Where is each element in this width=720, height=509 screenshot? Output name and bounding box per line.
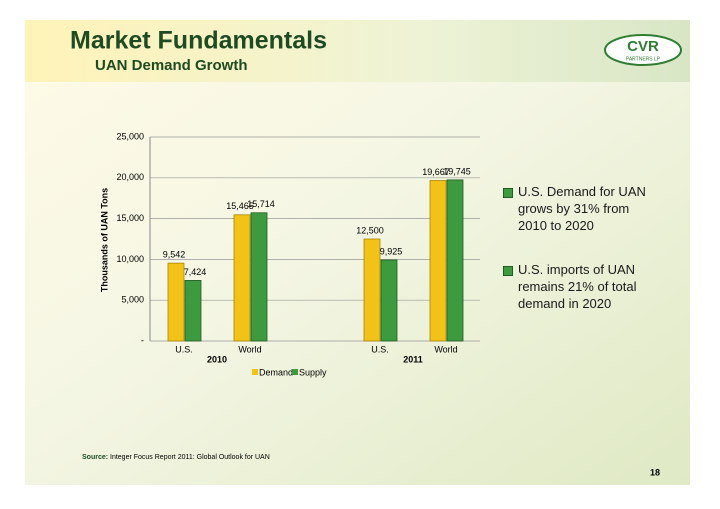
y-tick-label: - xyxy=(141,335,144,345)
x-tick-label: U.S. xyxy=(371,344,389,354)
data-label: 12,500 xyxy=(356,225,384,235)
x-tick-label: U.S. xyxy=(175,344,193,354)
bar xyxy=(363,238,381,342)
bar xyxy=(250,212,268,342)
logo: CVR xyxy=(627,38,659,55)
data-label: 19,667 xyxy=(422,167,450,177)
y-tick-label: 25,000 xyxy=(116,131,144,141)
slide-subtitle: UAN Demand Growth xyxy=(95,57,248,74)
header-band xyxy=(25,20,690,82)
y-tick-label: 15,000 xyxy=(116,213,144,223)
y-axis-label: Thousands of UAN Tons xyxy=(99,188,109,292)
data-label: 9,542 xyxy=(163,250,186,260)
legend-swatch xyxy=(292,369,298,375)
logo-ring xyxy=(604,34,682,66)
x-tick-label: World xyxy=(238,344,261,354)
bar xyxy=(429,180,447,342)
data-label: 15,714 xyxy=(247,199,275,209)
x-group-label: 2011 xyxy=(403,354,423,364)
data-label: 19,745 xyxy=(443,166,471,176)
bar xyxy=(167,262,185,342)
source-label: Source: xyxy=(82,454,108,461)
y-tick-label: 20,000 xyxy=(116,172,144,182)
data-label: 9,925 xyxy=(380,246,403,256)
source: Integer Focus Report 2011: Global Outloo… xyxy=(110,454,270,461)
bullet-icon xyxy=(503,266,513,276)
y-tick-label: 5,000 xyxy=(121,295,144,305)
legend-swatch xyxy=(252,369,258,375)
y-tick-label: 10,000 xyxy=(116,254,144,264)
slide-title: Market Fundamentals xyxy=(70,27,327,55)
bar xyxy=(233,214,251,342)
bullet-icon xyxy=(503,188,513,198)
bar xyxy=(446,179,464,342)
x-group-label: 2010 xyxy=(207,354,227,364)
x-tick-label: World xyxy=(434,344,457,354)
slide-background xyxy=(25,20,690,485)
bar xyxy=(380,259,398,342)
data-label: 15,465 xyxy=(226,201,254,211)
legend-label: Demand xyxy=(259,367,293,377)
bullet: U.S. imports of UAN remains 21% of total… xyxy=(518,262,637,311)
legend-label: Supply xyxy=(299,367,327,377)
bullet: U.S. Demand for UAN grows by 31% from 20… xyxy=(518,184,646,233)
data-label: 7,424 xyxy=(184,267,207,277)
page-number: 18 xyxy=(650,467,660,477)
bar xyxy=(184,280,202,342)
logo-sub: PARTNERS LP xyxy=(626,56,661,62)
